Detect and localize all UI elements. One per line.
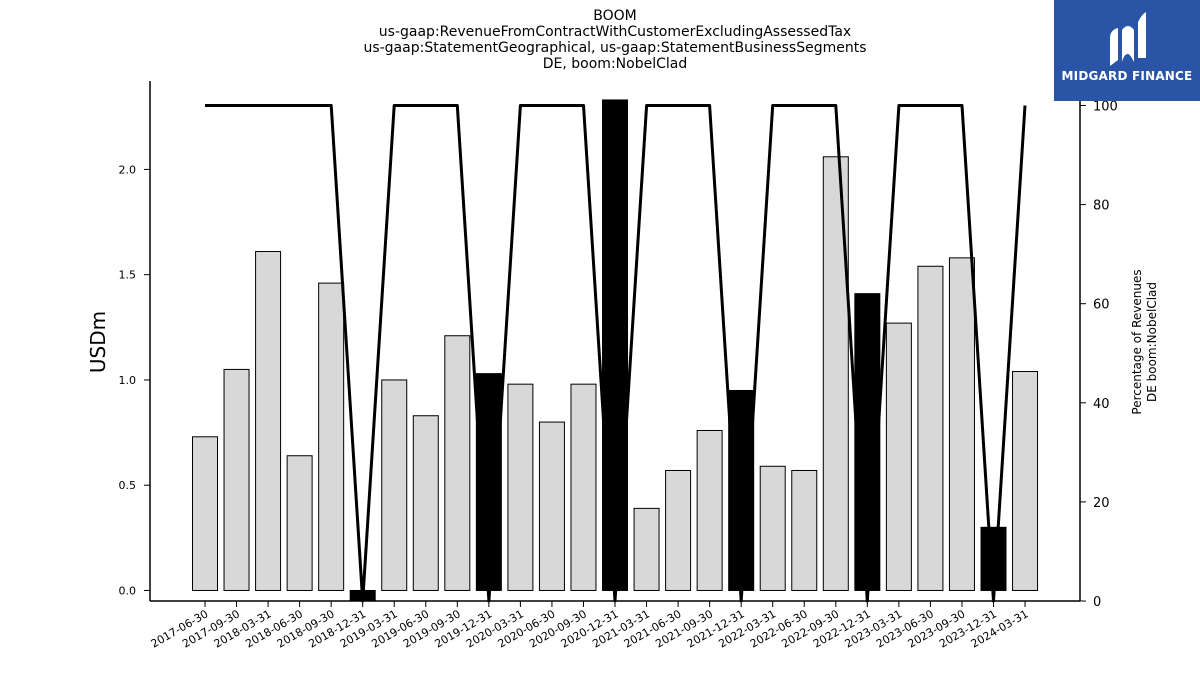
y2-axis-label-line-1: Percentage of Revenues <box>1130 269 1144 414</box>
logo-text: MIDGARD FINANCE <box>1061 69 1193 83</box>
bar-2023-03-31 <box>885 322 912 591</box>
bars <box>192 99 1039 602</box>
y2-tick-label: 40 <box>1093 397 1110 412</box>
bar-2021-06-30 <box>665 469 692 591</box>
bar-2017-06-30 <box>192 436 218 591</box>
y2-ticks: 0 20 40 60 80 100 <box>1080 100 1118 610</box>
bar-2020-03-31 <box>507 383 534 591</box>
bar-2022-03-31 <box>759 465 786 591</box>
y2-tick-label: 100 <box>1093 100 1118 115</box>
bar-2021-09-30 <box>696 429 723 591</box>
y-tick-label: 2.0 <box>119 163 137 176</box>
bar-2024-03-31 <box>1012 371 1039 591</box>
bar-2023-06-30 <box>917 265 944 591</box>
y-tick-label: 1.5 <box>119 269 137 282</box>
y2-tick-label: 60 <box>1093 298 1110 313</box>
title-line-4: DE, boom:NobelClad <box>543 56 687 72</box>
title-line-2: us-gaap:RevenueFromContractWithCustomerE… <box>379 24 851 40</box>
y2-axis-label-line-2: DE boom:NobelClad <box>1145 282 1159 402</box>
bar-2019-09-30 <box>444 335 471 591</box>
bar-2020-09-30 <box>570 383 597 591</box>
y2-tick-label: 80 <box>1093 199 1110 214</box>
bar-2023-09-30 <box>948 257 975 591</box>
x-ticks: 2017-06-302017-09-302018-03-312018-06-30… <box>149 601 1031 651</box>
title-line-1: BOOM <box>593 8 636 24</box>
bar-2021-12-31 <box>728 389 755 591</box>
bar-2022-06-30 <box>791 469 818 591</box>
y2-tick-label: 0 <box>1093 595 1101 610</box>
logo-mark-icon <box>1110 12 1146 66</box>
y2-tick-label: 20 <box>1093 496 1110 511</box>
bar-2021-03-31 <box>633 507 660 591</box>
bar-2017-09-30 <box>223 368 250 591</box>
bar-2018-09-30 <box>318 282 345 591</box>
midgard-finance-logo: MIDGARD FINANCE <box>1054 0 1200 101</box>
bar-2020-12-31 <box>602 99 629 591</box>
y-tick-label: 0.5 <box>119 479 137 492</box>
y-tick-label: 1.0 <box>119 374 137 387</box>
bar-2018-03-31 <box>255 251 282 591</box>
bar-2018-06-30 <box>286 455 313 591</box>
bar-2022-12-31 <box>854 293 881 591</box>
y-tick-label: 0.0 <box>119 584 137 597</box>
chart-title: BOOM us-gaap:RevenueFromContractWithCust… <box>363 8 866 72</box>
title-line-3: us-gaap:StatementGeographical, us-gaap:S… <box>363 40 866 56</box>
y-ticks: 0.0 0.5 1.0 1.5 2.0 <box>119 163 150 597</box>
y-axis-label: USDm <box>86 311 110 373</box>
bar-2019-06-30 <box>412 415 439 591</box>
bar-2019-03-31 <box>381 379 408 591</box>
bar-2020-06-30 <box>538 421 565 591</box>
